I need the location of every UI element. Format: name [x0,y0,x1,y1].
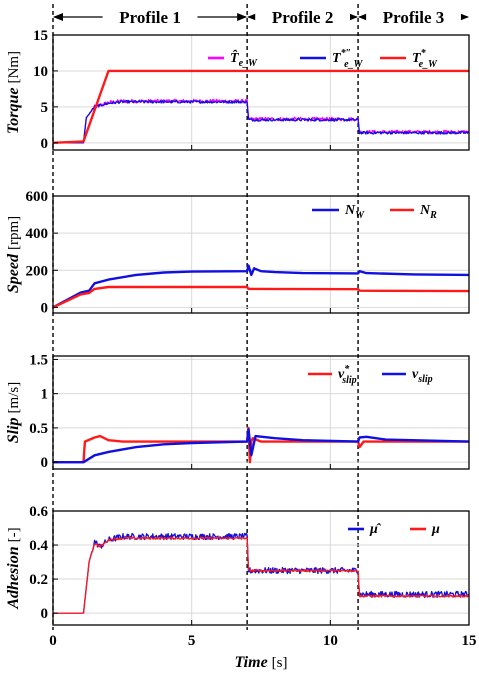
legend-label: μ [431,522,440,537]
legend-label: T*″ e_W [332,48,364,70]
y-tick-label: 1 [41,387,49,403]
y-tick-label: 1.5 [29,352,48,368]
y-tick-label: 0.4 [29,538,48,554]
y-tick-label: 400 [26,226,49,242]
legend-label: vslip [412,367,433,385]
y-axis-label: Adhesion [-] [5,527,22,609]
series-line [53,99,469,144]
series-line [53,69,469,144]
y-tick-label: 10 [33,64,48,80]
legend-label: T* e_W [412,48,438,70]
legend-label: T̂e_W [230,49,258,69]
y-tick-label: 0 [41,136,49,152]
x-tick-label: 15 [462,633,477,649]
plot-frame [52,34,470,151]
legend-label: NW [344,203,365,221]
plot-frame [52,510,470,626]
y-tick-label: 0 [41,606,49,622]
series-line [53,98,469,144]
plot-frame [52,355,470,470]
y-tick-label: 0.2 [29,572,48,588]
y-tick-label: 0 [41,455,49,471]
series-line [53,426,469,464]
y-tick-label: 200 [26,263,49,279]
x-tick-label: 0 [49,633,57,649]
series-line [53,264,469,309]
y-tick-label: 0.5 [29,421,48,437]
panel-3: 0 0.5 1 1.5 Slip [m/s] v* slip vslip [5,352,470,471]
y-tick-label: 15 [33,28,48,44]
y-tick-label: 5 [41,100,49,116]
profile-label-2: Profile 2 [272,8,334,27]
series-line [53,536,469,614]
y-tick-label: 0.6 [29,504,48,520]
x-tick-label: 10 [323,633,338,649]
y-tick-label: 600 [26,189,49,205]
y-tick-label: 0 [41,300,49,316]
x-axis-label: Time [s] [235,654,288,671]
series-line [53,285,469,309]
panel-1: 0 5 10 15 Torque [Nm] T̂e_W T*″ e_W T* e_W [5,28,470,152]
profile-label-3: Profile 3 [383,8,445,27]
series-line [53,428,469,464]
legend-label: μ̂ [369,522,382,537]
plot-frame [52,195,470,314]
x-tick-label: 5 [188,633,196,649]
y-axis-label: Speed [rpm] [5,216,22,293]
profile-label-1: Profile 1 [119,8,181,27]
y-axis-label: Slip [m/s] [5,382,22,443]
panel-4: 0 0.2 0.4 0.6 Adhesion [-] μ̂ μ 0 5 10 15 Time [s] [5,504,477,671]
legend-label: v* slip [338,364,357,386]
legend-label: NR [419,203,437,221]
y-axis-label: Torque [Nm] [5,51,22,134]
